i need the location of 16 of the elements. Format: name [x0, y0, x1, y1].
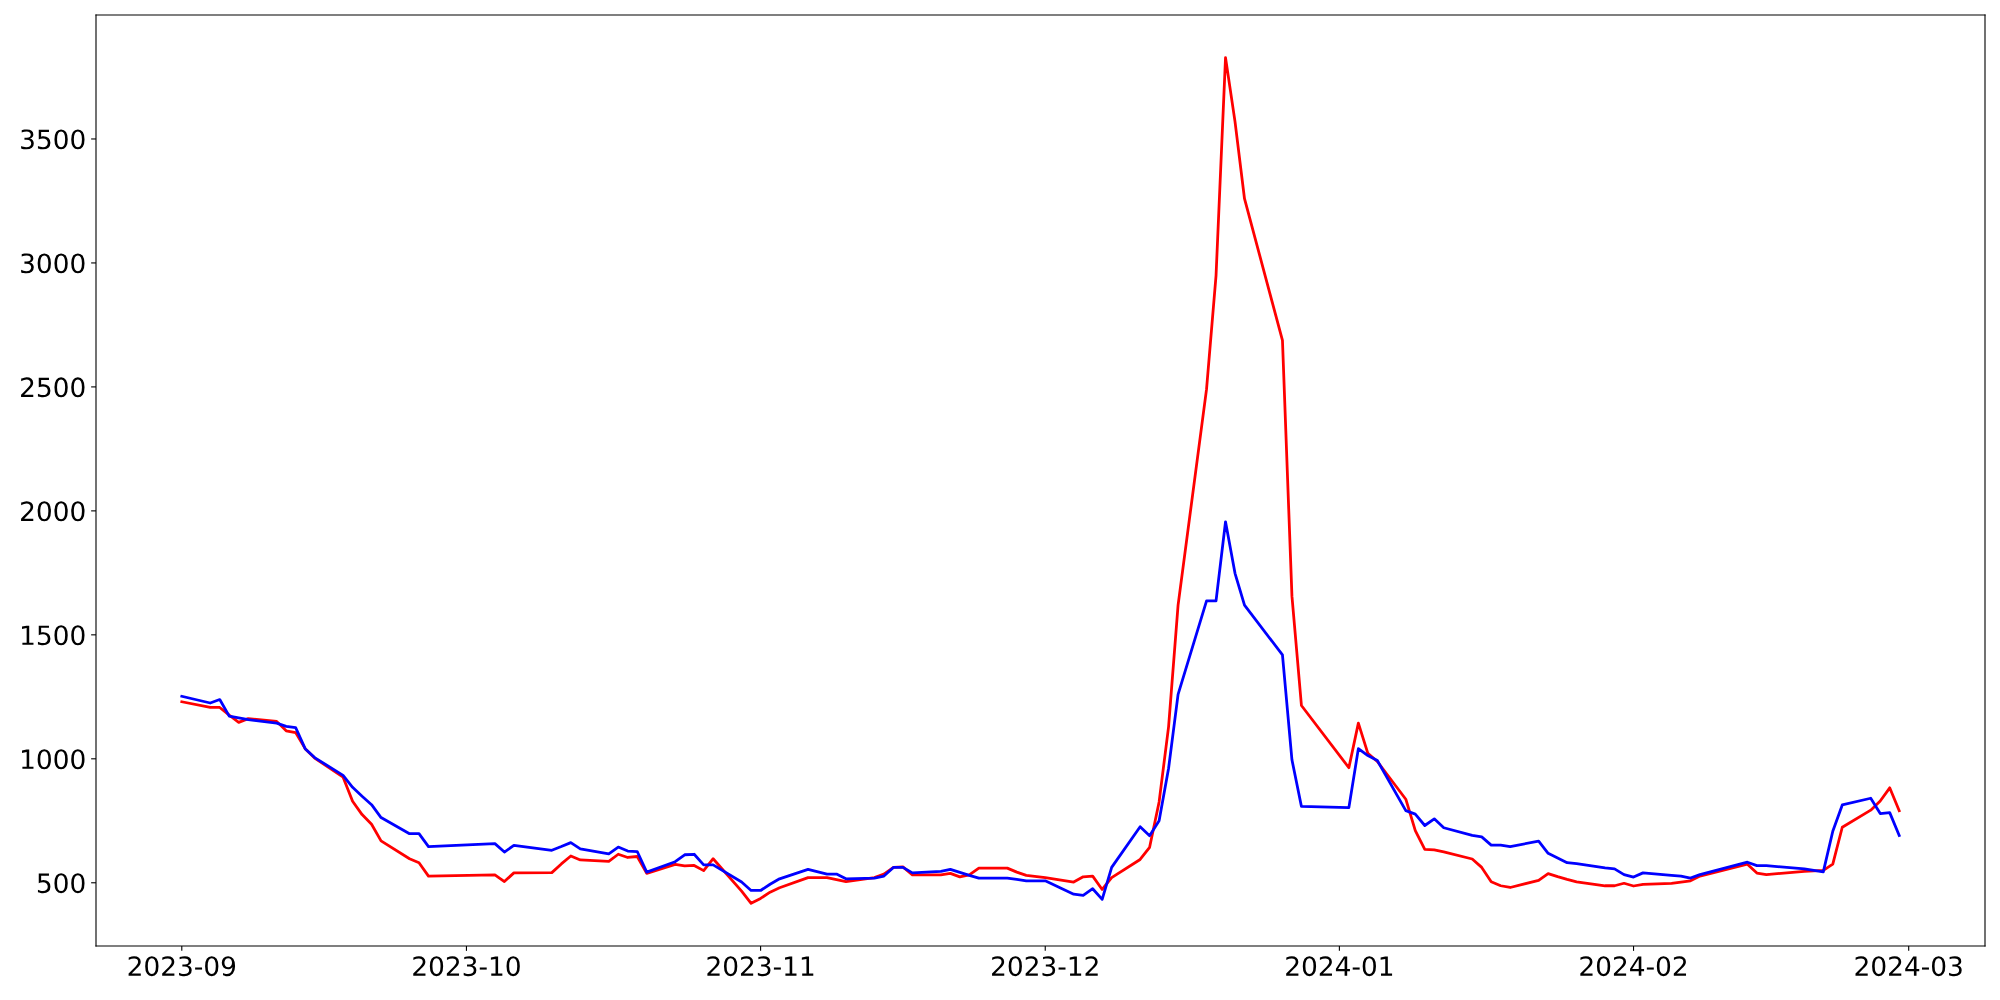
y-tick-label: 1500	[22, 625, 85, 646]
x-tick-label: 2024-01	[1286, 956, 1393, 977]
y-tick-label: 2500	[21, 377, 85, 398]
x-tick-label: 2023-12	[992, 956, 1098, 977]
x-tick-label: 2024-02	[1580, 956, 1687, 977]
x-tick-label: 2023-11	[707, 956, 814, 977]
y-tick-label: 500	[37, 873, 85, 894]
y-tick-label: 1000	[22, 749, 85, 770]
x-tick-label: 2023-09	[128, 956, 236, 977]
x-tick-label: 2023-10	[413, 956, 520, 977]
line-series	[180, 56, 1901, 905]
y-tick-label: 3000	[21, 253, 85, 274]
x-tick-label: 2024-03	[1855, 956, 1962, 977]
y-tick-label: 3500	[21, 129, 85, 150]
line-series	[180, 520, 1901, 901]
y-tick-label: 2000	[21, 501, 85, 522]
